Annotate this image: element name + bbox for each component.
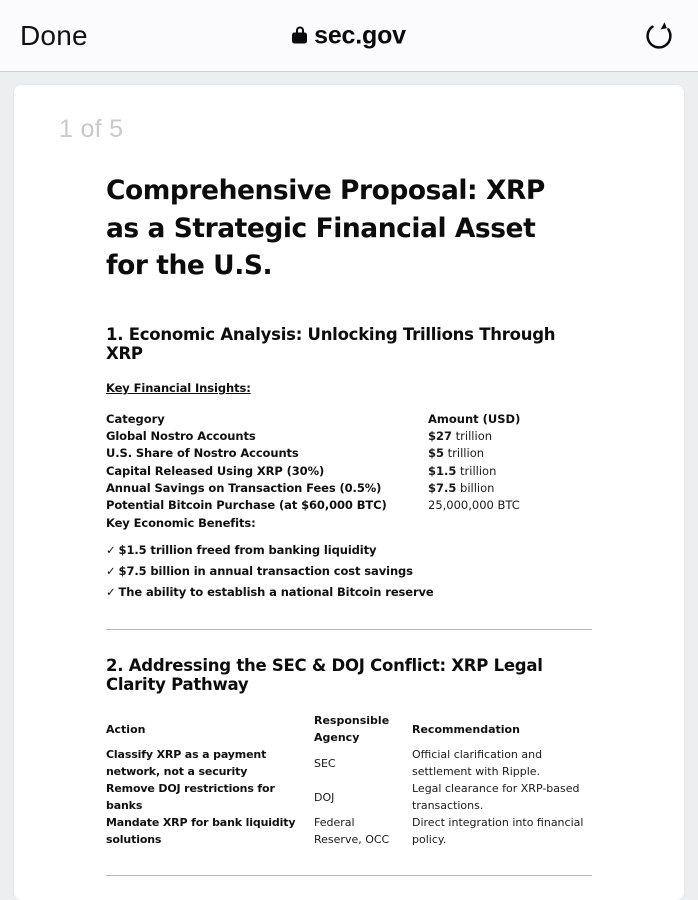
amount-unit: trillion (456, 463, 497, 478)
document-body: Comprehensive Proposal: XRP as a Strateg… (14, 172, 684, 900)
done-button[interactable]: Done (20, 19, 88, 51)
list-item: ✓ $1.5 trillion freed from banking liquid… (106, 540, 592, 561)
document-card: 1 of 5 Comprehensive Proposal: XRP as a … (14, 85, 684, 900)
cell-recommendation: Legal clearance for XRP-based transactio… (412, 782, 580, 813)
column-header-action: Action (106, 722, 146, 736)
cell-amount: 25,000,000 BTC (428, 497, 592, 514)
column-header-amount: Amount (USD) (428, 411, 521, 426)
page-scroll-area[interactable]: 1 of 5 Comprehensive Proposal: XRP as a … (0, 72, 698, 900)
lock-icon (292, 26, 308, 45)
benefit-text: The ability to establish a national Bitc… (118, 585, 434, 600)
table-row: Remove DOJ restrictions for banks DOJ Le… (106, 780, 592, 814)
cell-recommendation: Direct integration into financial policy… (412, 816, 584, 847)
cell-agency: Federal Reserve, OCC (314, 816, 390, 847)
amount-unit: BTC (493, 498, 520, 513)
benefit-text: $7.5 billion in annual transaction cost … (118, 564, 413, 579)
column-header-category: Category (106, 411, 165, 426)
benefit-text: $1.5 trillion freed from banking liquidi… (118, 543, 377, 558)
url-bar[interactable]: sec.gov (0, 21, 698, 50)
amount-value: 25,000,000 (428, 498, 494, 513)
amount-unit: billion (456, 480, 495, 495)
table-row: Global Nostro Accounts $27 trillion (106, 428, 592, 445)
table-row: Classify XRP as a payment network, not a… (106, 746, 592, 780)
cell-action: Mandate XRP for bank liquidity solutions (106, 816, 296, 847)
cell-agency: DOJ (314, 790, 335, 804)
key-economic-benefits-label: Key Economic Benefits: (106, 516, 256, 531)
cell-category: Capital Released Using XRP (30%) (106, 463, 325, 478)
page-indicator: 1 of 5 (59, 115, 124, 143)
table-row: Mandate XRP for bank liquidity solutions… (106, 814, 592, 848)
cell-recommendation: Official clarification and settlement wi… (412, 748, 543, 779)
cell-amount: $5 trillion (428, 445, 592, 462)
financial-table: Category Amount (USD) Global Nostro Acco… (106, 411, 592, 515)
cell-action: Classify XRP as a payment network, not a… (106, 748, 267, 779)
reload-icon[interactable] (642, 19, 676, 53)
section-divider (106, 874, 592, 876)
table-row: Potential Bitcoin Purchase (at $60,000 B… (106, 497, 592, 514)
amount-unit: trillion (444, 446, 485, 461)
table-header-row: Action Responsible Agency Recommendation (106, 712, 592, 746)
column-header-agency: Responsible Agency (314, 714, 390, 745)
legal-pathway-table: Action Responsible Agency Recommendation… (106, 712, 592, 848)
cell-category: Annual Savings on Transaction Fees (0.5%… (106, 480, 382, 495)
cell-amount: $1.5 trillion (428, 463, 592, 480)
cell-category: U.S. Share of Nostro Accounts (106, 446, 299, 461)
section-heading-2: 2. Addressing the SEC & DOJ Conflict: XR… (106, 656, 543, 695)
amount-value: $27 (428, 429, 453, 444)
cell-action: Remove DOJ restrictions for banks (106, 782, 275, 813)
url-text: sec.gov (314, 21, 406, 49)
cell-category: Global Nostro Accounts (106, 429, 256, 444)
key-financial-insights-label: Key Financial Insights: (106, 380, 251, 395)
section-divider (106, 629, 592, 631)
list-item: ✓ $7.5 billion in annual transaction cost… (106, 561, 592, 582)
legal-pathway-table-body: Classify XRP as a payment network, not a… (106, 746, 592, 848)
table-row: Capital Released Using XRP (30%) $1.5 tr… (106, 463, 592, 480)
table-row: Annual Savings on Transaction Fees (0.5%… (106, 480, 592, 497)
cell-category: Potential Bitcoin Purchase (at $60,000 B… (106, 498, 387, 513)
check-icon: ✓ (106, 564, 116, 579)
section-heading-1: 1. Economic Analysis: Unlocking Trillion… (106, 324, 556, 363)
list-item: ✓ The ability to establish a national Bit… (106, 582, 592, 603)
table-row: U.S. Share of Nostro Accounts $5 trillio… (106, 445, 592, 462)
check-icon: ✓ (106, 543, 116, 558)
cell-amount: $27 trillion (428, 428, 592, 445)
amount-unit: trillion (452, 429, 493, 444)
browser-toolbar: Done sec.gov (0, 0, 698, 72)
page-title: Comprehensive Proposal: XRP as a Strateg… (106, 175, 545, 282)
column-header-recommendation: Recommendation (412, 722, 520, 736)
amount-value: $5 (428, 446, 445, 461)
cell-amount: $7.5 billion (428, 480, 592, 497)
amount-value: $1.5 (428, 463, 457, 478)
financial-table-body: Global Nostro Accounts $27 trillion U.S.… (106, 428, 592, 514)
check-icon: ✓ (106, 585, 116, 600)
table-header-row: Category Amount (USD) (106, 411, 592, 428)
benefits-list: ✓ $1.5 trillion freed from banking liquid… (106, 540, 592, 603)
cell-agency: SEC (314, 756, 336, 770)
amount-value: $7.5 (428, 480, 457, 495)
